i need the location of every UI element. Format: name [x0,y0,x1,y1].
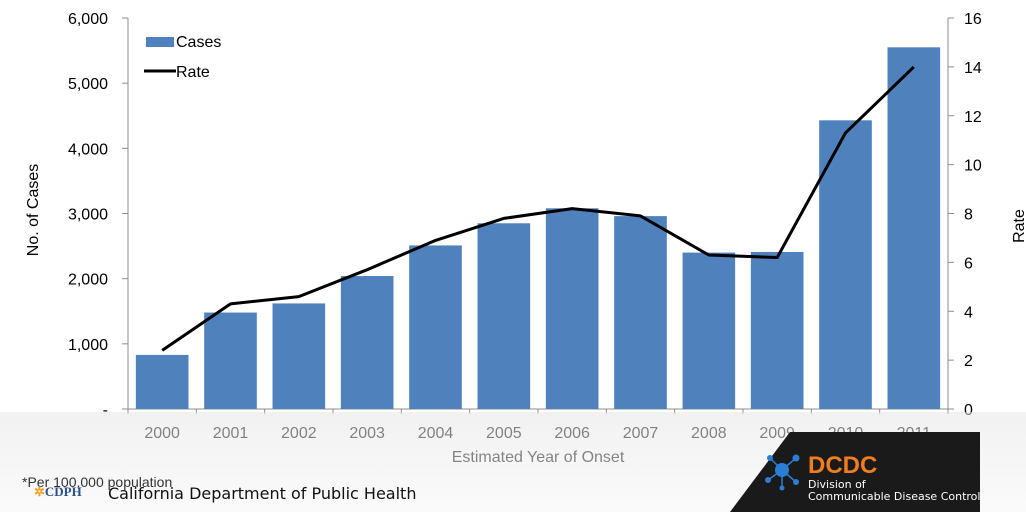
footer-dark-shape [730,432,980,512]
y2-tick-label: 2 [964,353,973,370]
y-tick-label: 2,000 [68,272,108,289]
y2-tick-label: 14 [964,60,982,77]
cdph-logo-text: CDPH [44,484,82,499]
cdph-logo: ✲CDPH [34,484,82,500]
y-axis-title: No. of Cases [25,164,42,256]
y-tick-label: 4,000 [68,141,108,158]
dcdc-molecule-icon [765,454,800,491]
legend: Cases Rate [144,34,221,81]
cases-bar [477,223,531,409]
cases-bar [887,47,941,409]
cases-bar [545,208,599,409]
cases-bar [272,303,326,409]
y2-tick-label: 12 [964,109,982,126]
dcdc-subtitle-line1: Division of [808,478,866,491]
y2-tick-label: 8 [964,207,973,224]
cases-bar [819,120,872,409]
footnote: *Per 100,000 population [22,474,173,490]
y-tick-label: 3,000 [68,207,108,224]
y2-tick-label: 16 [964,11,982,28]
cases-bars [135,47,941,409]
cases-bar [135,354,189,409]
legend-cases-label: Cases [176,34,221,51]
y-tick-label: 1,000 [68,337,108,354]
legend-cases-swatch [146,37,174,47]
cases-bar [682,252,736,409]
cdph-department-name: California Department of Public Health [108,484,417,503]
rate-line [161,65,915,352]
cases-bar [750,251,804,409]
cases-bar [409,245,462,409]
cases-bar [614,216,667,409]
y-tick-label: 6,000 [68,11,108,28]
y2-tick-label: 10 [964,158,982,175]
y2-axis-title: Rate [1011,209,1026,243]
dcdc-subtitle-line2: Communicable Disease Control [808,490,981,503]
y2-tick-label: 4 [964,304,973,321]
dcdc-title: DCDC [808,452,878,479]
cases-bar [340,276,394,409]
footer-band [0,412,1026,512]
y-tick-label: - [103,402,108,419]
cdph-logo-mark: ✲ [34,484,45,499]
cases-bar [204,312,257,409]
y-tick-label: 5,000 [68,76,108,93]
rate-line-group [161,65,915,352]
legend-rate-label: Rate [176,64,210,81]
y2-tick-label: 0 [964,402,973,419]
y2-tick-label: 6 [964,255,973,272]
